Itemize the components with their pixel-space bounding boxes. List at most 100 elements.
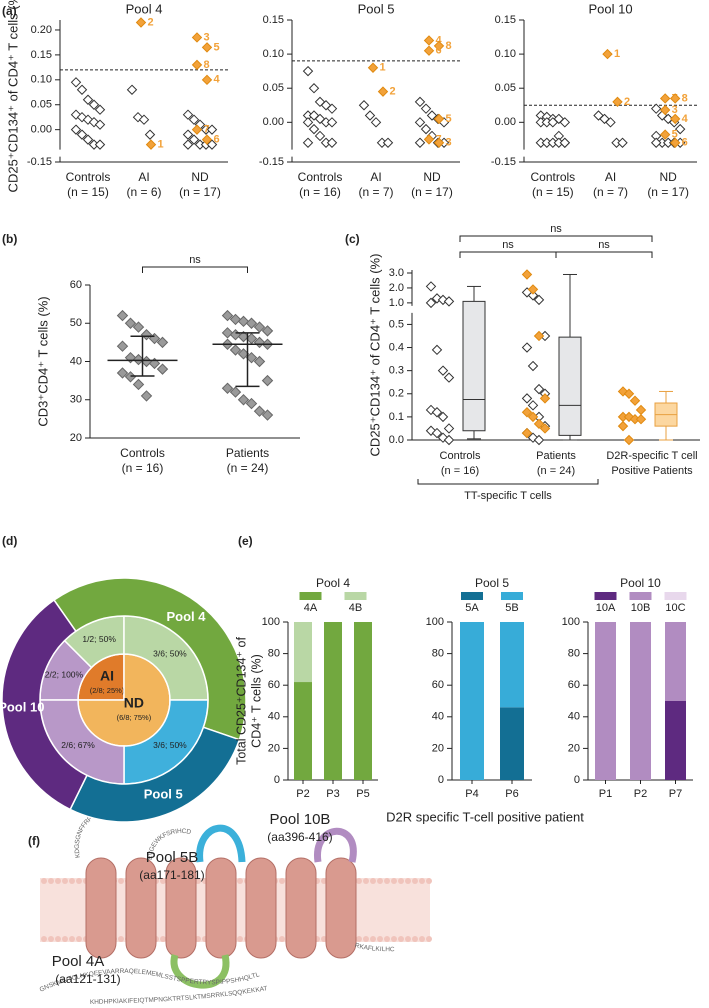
y-tick-label: 100	[262, 616, 280, 628]
data-point	[88, 116, 100, 128]
data-point	[182, 139, 194, 150]
data-point	[253, 405, 266, 417]
lipid-head	[69, 878, 75, 884]
bar-segment	[595, 622, 616, 780]
data-point	[358, 100, 370, 111]
data-point	[94, 119, 106, 130]
data-point	[182, 109, 194, 120]
data-point	[206, 139, 218, 150]
x-tick-label: P4	[465, 788, 478, 800]
chart-title: Pool 5	[475, 576, 509, 590]
span-bracket	[417, 479, 599, 485]
data-point	[659, 93, 671, 104]
data-point	[539, 423, 551, 434]
lipid-head	[237, 936, 243, 942]
x-tick-note: (n = 16)	[122, 461, 164, 475]
data-point	[206, 124, 218, 135]
legend-swatch	[299, 592, 322, 600]
data-point	[521, 407, 533, 418]
data-point	[662, 113, 674, 125]
panel-label: (c)	[345, 232, 360, 246]
y-tick-label: -0.15	[259, 156, 284, 168]
data-point	[617, 386, 629, 397]
x-tick-label: AI	[370, 170, 381, 184]
y-tick-label: 0.15	[263, 14, 284, 26]
panel-label: (e)	[238, 534, 253, 548]
data-point	[116, 309, 129, 322]
x-tick-note: (n = 16)	[441, 465, 479, 477]
sector-label: Pool 10	[0, 699, 44, 714]
lipid-head	[398, 936, 404, 942]
box	[558, 336, 582, 436]
data-point	[140, 329, 153, 341]
data-point	[659, 104, 671, 116]
data-point	[76, 84, 88, 95]
lipid-head	[160, 936, 166, 942]
lipid-head	[419, 936, 425, 942]
y-tick-label: 20	[568, 742, 580, 754]
data-point	[201, 74, 213, 86]
y-tick-label: 0.10	[263, 48, 284, 60]
y-tick-label: 30	[70, 394, 82, 406]
lipid-head	[377, 936, 383, 942]
point-label: 5	[446, 113, 452, 125]
lipid-head	[69, 936, 75, 942]
point-label: 4	[436, 34, 443, 46]
lipid-head	[48, 878, 54, 884]
lipid-head	[398, 878, 404, 884]
data-point	[433, 137, 445, 148]
x-tick-note: (n = 24)	[227, 461, 269, 475]
data-point	[116, 367, 129, 379]
bar-segment	[324, 622, 342, 780]
data-point	[527, 284, 539, 295]
data-point	[426, 110, 438, 121]
data-point	[623, 411, 635, 423]
data-point	[82, 94, 94, 105]
y-tick-label: 100	[426, 616, 444, 628]
point-label: 4	[682, 113, 689, 125]
data-point	[629, 395, 641, 406]
data-point	[221, 309, 234, 322]
data-point	[423, 35, 435, 46]
sector	[52, 577, 247, 741]
data-point	[533, 383, 545, 395]
legend-label: 10A	[596, 602, 616, 614]
data-point	[423, 45, 435, 56]
y-tick-label: 80	[268, 648, 280, 660]
data-point	[326, 103, 338, 114]
x-tick-label: Controls	[298, 170, 343, 184]
data-point	[188, 134, 200, 145]
y-axis-label: CD25⁺CD134⁺ of CD4⁺ T cells (%)	[5, 0, 20, 192]
x-tick-label: Patients	[536, 450, 576, 462]
lipid-head	[363, 936, 369, 942]
y-tick-label: 60	[568, 679, 580, 691]
x-tick-note: (n = 16)	[299, 185, 341, 199]
lipid-head	[76, 878, 82, 884]
legend-swatch	[344, 592, 367, 600]
data-point	[261, 409, 274, 421]
x-tick-label: Controls	[120, 446, 165, 460]
sector-label: Pool 5	[144, 787, 183, 802]
panel-label: (a)	[2, 4, 17, 18]
y-tick-label: 60	[70, 279, 82, 291]
y-tick-label: 0.0	[389, 434, 404, 446]
data-point	[425, 281, 437, 292]
pool-name: Pool 4A	[52, 953, 105, 970]
y-tick-label: 40	[70, 355, 82, 367]
point-label: 2	[390, 86, 396, 98]
data-point	[521, 342, 533, 353]
y-tick-label: 40	[268, 711, 280, 723]
data-point	[116, 340, 129, 352]
y-tick-label: 80	[568, 648, 580, 660]
point-label: 4	[214, 74, 221, 86]
helix	[85, 857, 117, 959]
data-point	[521, 269, 533, 280]
point-label: 1	[380, 62, 386, 74]
point-label: 8	[682, 92, 688, 104]
sector-label: 3/6; 50%	[153, 648, 187, 658]
lipid-head	[384, 936, 390, 942]
bar-segment	[460, 622, 484, 780]
data-point	[302, 137, 314, 148]
data-point	[527, 290, 539, 301]
y-tick-label: 0.05	[31, 99, 52, 111]
